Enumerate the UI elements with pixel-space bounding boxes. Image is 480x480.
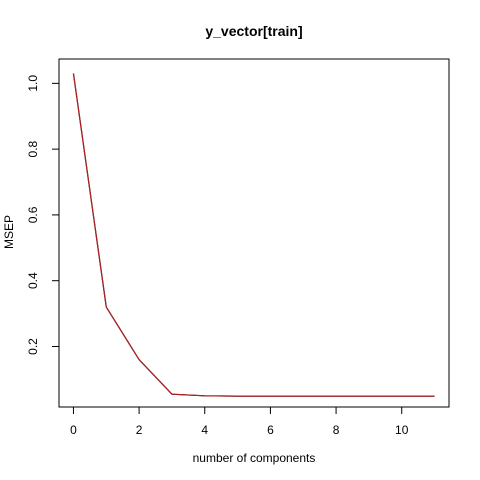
- y-tick-label: 0.4: [26, 272, 40, 289]
- x-tick-label: 10: [395, 423, 409, 437]
- y-axis-label: MSEP: [2, 215, 16, 249]
- series-layer: [72, 73, 435, 397]
- series-line-2: [72, 73, 435, 397]
- y-tick-label: 0.6: [26, 206, 40, 223]
- plot-frame: [58, 58, 450, 408]
- chart-title: y_vector[train]: [205, 23, 302, 39]
- series-line-1: [72, 73, 435, 397]
- x-tick-label: 2: [136, 423, 143, 437]
- y-tick-label: 0.8: [26, 140, 40, 157]
- y-axis: 0.2 0.4 0.6 0.8 1.0: [26, 75, 60, 355]
- y-tick-label: 1.0: [26, 75, 40, 92]
- x-tick-label: 0: [70, 423, 77, 437]
- x-tick-label: 8: [333, 423, 340, 437]
- x-axis-label: number of components: [193, 451, 316, 465]
- x-tick-label: 6: [267, 423, 274, 437]
- x-axis: 0 2 4 6 8 10: [70, 406, 409, 437]
- x-tick-label: 4: [201, 423, 208, 437]
- y-tick-label: 0.2: [26, 338, 40, 355]
